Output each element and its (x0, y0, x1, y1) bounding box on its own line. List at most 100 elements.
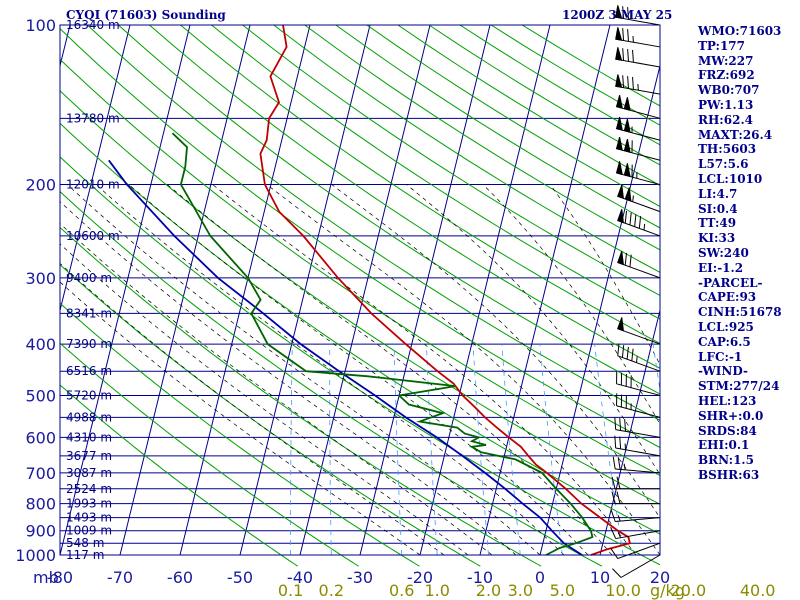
isotherm-line (599, 308, 660, 556)
mixing-ratio-line (290, 344, 293, 555)
index-item: EI:-1.2 (698, 260, 744, 275)
wind-barb (610, 542, 661, 560)
height-label: 8341 m (66, 306, 112, 320)
index-item: PW:1.13 (698, 97, 754, 112)
dry-adiabat-line (273, 25, 660, 273)
height-label: 1993 m (66, 497, 112, 511)
wind-barb (615, 74, 661, 95)
wind-barb (616, 393, 661, 418)
isotherm-line (299, 25, 431, 556)
mixing-ratio-label: 20.0 (671, 581, 707, 600)
isotherm-line (119, 25, 251, 556)
moist-adiabat-line (212, 184, 637, 556)
index-item: CAP:6.5 (698, 334, 751, 349)
height-label: 4988 m (66, 410, 112, 424)
moist-adiabat-line (60, 262, 445, 556)
wind-barb (615, 161, 661, 186)
wind-barb (617, 184, 661, 213)
wind-barb (614, 417, 661, 438)
index-item: BSHR:63 (698, 467, 760, 482)
moist-adiabat-line (67, 184, 541, 556)
height-label: 12010 m (66, 178, 120, 192)
station-title: CYQI (71603) Sounding (66, 8, 226, 22)
index-item: L57:5.6 (698, 157, 749, 172)
moist-adiabat-line (128, 184, 589, 556)
stability-indices-panel: WMO:71603 TP:177 MW:227 FRZ:692 WB0:707 PW:1.… (698, 24, 782, 483)
dry-adiabat-line (60, 58, 660, 477)
wind-barb (612, 456, 661, 474)
dry-adiabat-line (149, 25, 660, 369)
index-item: HEL:123 (698, 393, 757, 408)
temperature-tick-label: -30 (347, 568, 373, 587)
height-label: 3087 m (66, 466, 112, 480)
temperature-tick-label: -20 (407, 568, 433, 587)
pressure-tick-label: 700 (25, 464, 56, 483)
mixing-ratio-label: 10.0 (605, 581, 641, 600)
moist-adiabat-line (60, 201, 517, 556)
dry-adiabat-line (60, 27, 660, 449)
temperature-tick-label: 0 (535, 568, 545, 587)
wind-barb (617, 343, 661, 372)
index-item: KI:33 (698, 231, 736, 246)
dry-adiabat-line (60, 156, 660, 566)
isotherm-line (60, 25, 131, 313)
isotherm-line (179, 25, 311, 556)
mixing-ratio-line (426, 344, 438, 556)
wind-barb (616, 371, 661, 396)
mixing-ratio-line (329, 344, 332, 556)
pressure-tick-label: 1000 (15, 546, 56, 565)
mixing-ratio-line (472, 344, 489, 556)
index-item: CAPE:93 (698, 290, 757, 305)
dewpoint-line (171, 132, 594, 556)
mixing-ratio-label: 5.0 (550, 581, 575, 600)
index-item: SRDS:84 (698, 423, 757, 438)
height-label: 13780 m (66, 111, 120, 125)
wind-barb (615, 136, 661, 161)
index-item: BRN:1.5 (698, 453, 754, 468)
isotherm-line (419, 25, 551, 556)
background-grid (0, 25, 660, 567)
height-label: 6516 m (66, 364, 112, 378)
temperature-tick-label: -50 (227, 568, 253, 587)
index-item: SI:0.4 (698, 201, 738, 216)
mixing-ratio-label: 3.0 (508, 581, 533, 600)
isotherm-line (60, 25, 191, 556)
index-item: SHR+:0.0 (698, 408, 764, 423)
plot-frame (59, 24, 661, 556)
isotherm-line (0, 25, 10, 555)
height-label: 10600 m (66, 229, 120, 243)
index-item: -PARCEL- (698, 275, 763, 290)
moist-adiabat-line (406, 184, 660, 476)
isotherm-line (359, 25, 491, 556)
index-item: TP:177 (698, 38, 746, 53)
index-item: RH:62.4 (698, 112, 753, 127)
index-item: STM:277/24 (698, 379, 780, 394)
pressure-tick-label: 600 (25, 428, 56, 447)
index-item: TH:5603 (698, 142, 757, 157)
parcel-line (108, 159, 583, 556)
mixing-ratio-line (539, 344, 563, 556)
wind-barb (617, 317, 661, 345)
dry-adiabat-line (60, 263, 481, 567)
height-label: 4310 m (66, 430, 112, 444)
index-item: MAXT:26.4 (698, 127, 773, 142)
moist-adiabat-line (331, 184, 660, 519)
wind-barb (614, 435, 661, 457)
wind-barb (615, 116, 661, 141)
mixing-ratio-line (393, 344, 403, 556)
dry-adiabat-line (211, 25, 660, 320)
moist-adiabat-line (166, 184, 613, 556)
temperature-tick-label: 20 (650, 568, 670, 587)
mixing-ratio-unit: g/kg (650, 581, 685, 600)
pressure-tick-label: 100 (25, 16, 56, 35)
dry-adiabat-line (86, 25, 660, 421)
mixing-ratio-label: 1.0 (424, 581, 449, 600)
mixing-ratio-label: 0.2 (319, 581, 344, 600)
moist-adiabat-line (95, 184, 565, 556)
index-item: WB0:707 (698, 83, 760, 98)
pressure-tick-label: 900 (25, 522, 56, 541)
index-item: LI:4.7 (698, 186, 738, 201)
moist-adiabat-line (266, 184, 660, 556)
index-item: MW:227 (698, 53, 754, 68)
